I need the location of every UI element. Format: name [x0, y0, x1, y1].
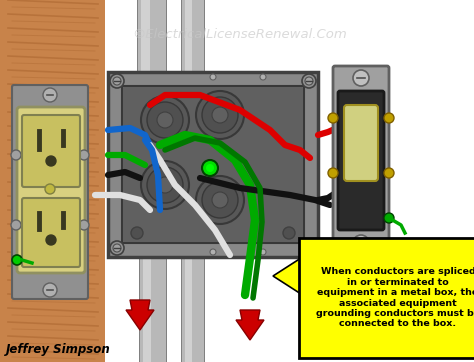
- Circle shape: [141, 161, 189, 209]
- FancyBboxPatch shape: [185, 0, 192, 82]
- FancyBboxPatch shape: [12, 85, 88, 299]
- Circle shape: [157, 177, 173, 193]
- Circle shape: [113, 244, 121, 252]
- FancyBboxPatch shape: [141, 0, 150, 82]
- Polygon shape: [126, 300, 154, 330]
- FancyBboxPatch shape: [333, 66, 389, 255]
- FancyBboxPatch shape: [344, 105, 378, 181]
- FancyBboxPatch shape: [139, 253, 167, 362]
- FancyBboxPatch shape: [137, 0, 167, 82]
- Circle shape: [202, 97, 238, 133]
- FancyBboxPatch shape: [182, 0, 204, 82]
- FancyBboxPatch shape: [181, 253, 205, 362]
- Circle shape: [353, 235, 369, 251]
- Circle shape: [110, 74, 124, 88]
- FancyBboxPatch shape: [122, 86, 304, 243]
- FancyBboxPatch shape: [17, 107, 85, 273]
- Circle shape: [384, 213, 394, 223]
- Circle shape: [113, 77, 121, 85]
- Circle shape: [45, 184, 55, 194]
- Circle shape: [302, 74, 316, 88]
- Circle shape: [302, 241, 316, 255]
- Circle shape: [43, 283, 57, 297]
- FancyBboxPatch shape: [185, 253, 192, 362]
- Circle shape: [210, 249, 216, 255]
- Circle shape: [384, 168, 394, 178]
- Circle shape: [12, 255, 22, 265]
- Circle shape: [384, 113, 394, 123]
- FancyBboxPatch shape: [123, 87, 303, 242]
- Circle shape: [202, 160, 218, 176]
- Circle shape: [79, 220, 89, 230]
- Circle shape: [141, 96, 189, 144]
- Circle shape: [157, 112, 173, 128]
- Circle shape: [43, 88, 57, 102]
- Circle shape: [212, 107, 228, 123]
- FancyBboxPatch shape: [138, 0, 166, 82]
- FancyBboxPatch shape: [181, 0, 205, 82]
- FancyBboxPatch shape: [22, 115, 80, 187]
- Circle shape: [11, 150, 21, 160]
- Circle shape: [328, 113, 338, 123]
- Circle shape: [11, 220, 21, 230]
- Circle shape: [210, 74, 216, 80]
- Circle shape: [305, 77, 313, 85]
- Circle shape: [202, 182, 238, 218]
- Circle shape: [283, 227, 295, 239]
- FancyBboxPatch shape: [108, 72, 318, 257]
- Circle shape: [196, 176, 244, 224]
- Text: When conductors are spliced
in or terminated to
equipment in a metal box, the
as: When conductors are spliced in or termin…: [316, 268, 474, 328]
- FancyBboxPatch shape: [0, 0, 105, 362]
- Circle shape: [46, 156, 56, 166]
- Circle shape: [260, 74, 266, 80]
- FancyBboxPatch shape: [299, 238, 474, 358]
- FancyBboxPatch shape: [140, 253, 166, 362]
- Circle shape: [328, 168, 338, 178]
- Circle shape: [353, 70, 369, 86]
- Circle shape: [46, 235, 56, 245]
- Circle shape: [147, 102, 183, 138]
- Circle shape: [79, 150, 89, 160]
- Text: ©ElectricalLicenseRenewal.Com: ©ElectricalLicenseRenewal.Com: [133, 28, 347, 41]
- FancyBboxPatch shape: [22, 198, 80, 267]
- Circle shape: [131, 227, 143, 239]
- Circle shape: [206, 164, 214, 172]
- Text: Jeffrey Simpson: Jeffrey Simpson: [6, 343, 111, 356]
- Circle shape: [305, 244, 313, 252]
- FancyBboxPatch shape: [182, 253, 204, 362]
- FancyBboxPatch shape: [338, 91, 384, 230]
- Circle shape: [260, 249, 266, 255]
- Circle shape: [110, 241, 124, 255]
- Circle shape: [196, 91, 244, 139]
- FancyBboxPatch shape: [143, 253, 151, 362]
- Polygon shape: [236, 310, 264, 340]
- Circle shape: [147, 167, 183, 203]
- Polygon shape: [273, 258, 301, 294]
- Circle shape: [212, 192, 228, 208]
